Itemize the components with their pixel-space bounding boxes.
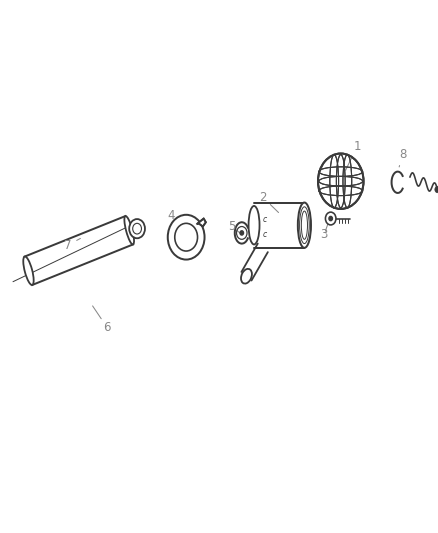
Polygon shape bbox=[197, 219, 206, 227]
Text: 3: 3 bbox=[321, 228, 328, 241]
Ellipse shape bbox=[249, 206, 259, 245]
Circle shape bbox=[129, 219, 145, 238]
Text: c: c bbox=[263, 230, 267, 239]
Circle shape bbox=[318, 154, 363, 208]
Text: 8: 8 bbox=[399, 148, 406, 161]
Text: 7: 7 bbox=[64, 239, 72, 252]
Circle shape bbox=[168, 215, 205, 260]
Circle shape bbox=[329, 216, 332, 221]
Circle shape bbox=[435, 187, 438, 193]
Ellipse shape bbox=[241, 269, 252, 284]
Text: 1: 1 bbox=[353, 140, 361, 153]
Text: 2: 2 bbox=[259, 191, 267, 204]
Ellipse shape bbox=[298, 203, 311, 248]
Ellipse shape bbox=[124, 216, 134, 245]
Ellipse shape bbox=[23, 256, 34, 285]
Text: c: c bbox=[263, 215, 267, 224]
Circle shape bbox=[325, 212, 336, 225]
Circle shape bbox=[240, 231, 244, 235]
Text: 4: 4 bbox=[167, 209, 175, 222]
Text: 5: 5 bbox=[229, 220, 236, 233]
Text: 6: 6 bbox=[103, 321, 111, 334]
